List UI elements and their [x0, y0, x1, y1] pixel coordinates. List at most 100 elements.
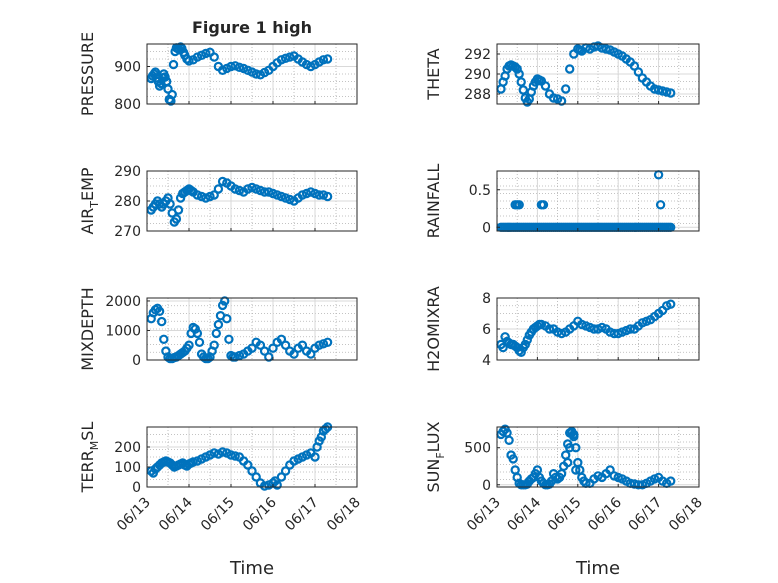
data-point: [518, 85, 529, 95]
data-point: [255, 340, 266, 350]
data-point: [247, 466, 257, 476]
ylabel-main: SUN: [424, 459, 443, 493]
ylabel-main: TERR: [78, 450, 97, 493]
subplot-6: 4 6 8 H2OMIXRA: [424, 286, 700, 372]
data-point: [280, 340, 291, 350]
data-point: [259, 187, 270, 197]
data-point: [498, 342, 508, 353]
data-point: [211, 328, 221, 339]
data-point: [280, 466, 291, 476]
data-point: [230, 352, 240, 362]
subplot-5: 0 1000 2000 MIXDEPTH: [78, 287, 358, 371]
axes-box: [496, 170, 700, 232]
data-point: [230, 451, 240, 461]
data-point: [217, 447, 228, 457]
data-point: [666, 299, 676, 309]
data-point: [276, 472, 287, 482]
data-point: [224, 334, 234, 344]
xtick-label: 06/15: [198, 495, 238, 535]
data-point: [276, 334, 287, 344]
data-point: [243, 460, 253, 470]
ylabel-main: PRESSURE: [78, 32, 97, 116]
data-point: [264, 352, 274, 362]
data-point: [222, 314, 232, 324]
data-point: [563, 457, 573, 468]
data-point: [561, 84, 571, 94]
data-point: [314, 190, 324, 200]
subplot-3: 270 280 290 AIRTEMP: [78, 164, 358, 240]
data-point: [209, 340, 219, 350]
data-point: [516, 77, 526, 87]
data-point: [167, 89, 177, 100]
data-point: [569, 429, 579, 440]
subplot-8: 0 500 06/13 06/14 06/15 06/16 06/17 06/18 SUNFLU…: [424, 421, 706, 579]
data-point: [201, 48, 211, 59]
data-point: [655, 200, 666, 210]
xtick-label: 06/14: [156, 494, 196, 534]
data-point: [314, 340, 324, 350]
data-point: [213, 319, 224, 330]
ylabel: THETA: [424, 48, 443, 100]
data-point: [213, 184, 224, 194]
data-point: [192, 328, 203, 339]
ytick-label: 2000: [105, 294, 141, 310]
data-point: [601, 44, 611, 54]
data-point: [251, 472, 261, 482]
ytick-label: 6: [482, 322, 491, 338]
data-point: [625, 324, 636, 334]
axes-box: [146, 297, 358, 361]
data-point: [168, 59, 179, 70]
data-point: [653, 85, 664, 95]
ytick-label: 8: [482, 291, 491, 307]
subplot-2: 288 290 292 THETA: [424, 41, 700, 107]
subplot-1: 800 900 PRESSURE Figure 1 high: [78, 18, 358, 116]
data-point: [259, 346, 270, 356]
data-point: [514, 200, 524, 210]
xtick-label: 06/18: [666, 495, 706, 535]
xtick-label: 06/16: [585, 494, 625, 534]
data-point: [544, 324, 555, 334]
ylabel: AIRTEMP: [78, 167, 101, 234]
data-point: [510, 62, 520, 72]
ytick-label: 200: [114, 440, 141, 456]
data-point: [649, 84, 660, 94]
data-point: [289, 349, 299, 359]
data-point: [322, 191, 333, 202]
data-point: [520, 339, 531, 350]
subplot-4: 0 0.5 RAINFALL: [424, 164, 700, 238]
ylabel: H2OMIXRA: [424, 286, 443, 372]
ytick-label: 0: [482, 220, 491, 236]
series-markers: [496, 299, 676, 357]
data-point: [251, 69, 261, 79]
data-point: [556, 96, 567, 106]
ytick-label: 0.5: [469, 183, 491, 199]
xtick-label: 06/17: [282, 495, 322, 535]
data-point: [285, 52, 295, 62]
ytick-label: 100: [114, 460, 141, 476]
data-point: [171, 214, 182, 224]
xtick-label: 06/13: [114, 495, 154, 535]
data-point: [512, 64, 522, 74]
axes-box: [146, 426, 358, 488]
ytick-label: 280: [114, 194, 141, 210]
data-point: [297, 340, 308, 350]
data-point: [514, 69, 524, 79]
ylabel-rest: SL: [78, 422, 97, 441]
ylabel-main: MIXDEPTH: [78, 287, 97, 370]
ytick-label: 290: [464, 67, 491, 83]
ylabel: PRESSURE: [78, 32, 97, 116]
data-point: [156, 316, 167, 327]
chart-title: Figure 1 high: [192, 18, 312, 37]
data-point: [538, 200, 549, 210]
data-point: [605, 465, 615, 475]
ylabel-main: AIR: [78, 208, 97, 235]
ylabel-main: H2OMIXRA: [424, 286, 443, 372]
data-point: [516, 347, 526, 357]
ytick-label: 0: [132, 353, 141, 369]
xtick-label: 06/15: [545, 495, 585, 535]
subplot-7: 0 100 200 06/13 06/14 06/15 06/16 06/17 06/18 TER…: [78, 422, 364, 579]
data-point: [662, 87, 672, 97]
ylabel-subscript: M: [88, 441, 101, 451]
data-point: [522, 335, 533, 345]
data-point: [226, 450, 236, 460]
